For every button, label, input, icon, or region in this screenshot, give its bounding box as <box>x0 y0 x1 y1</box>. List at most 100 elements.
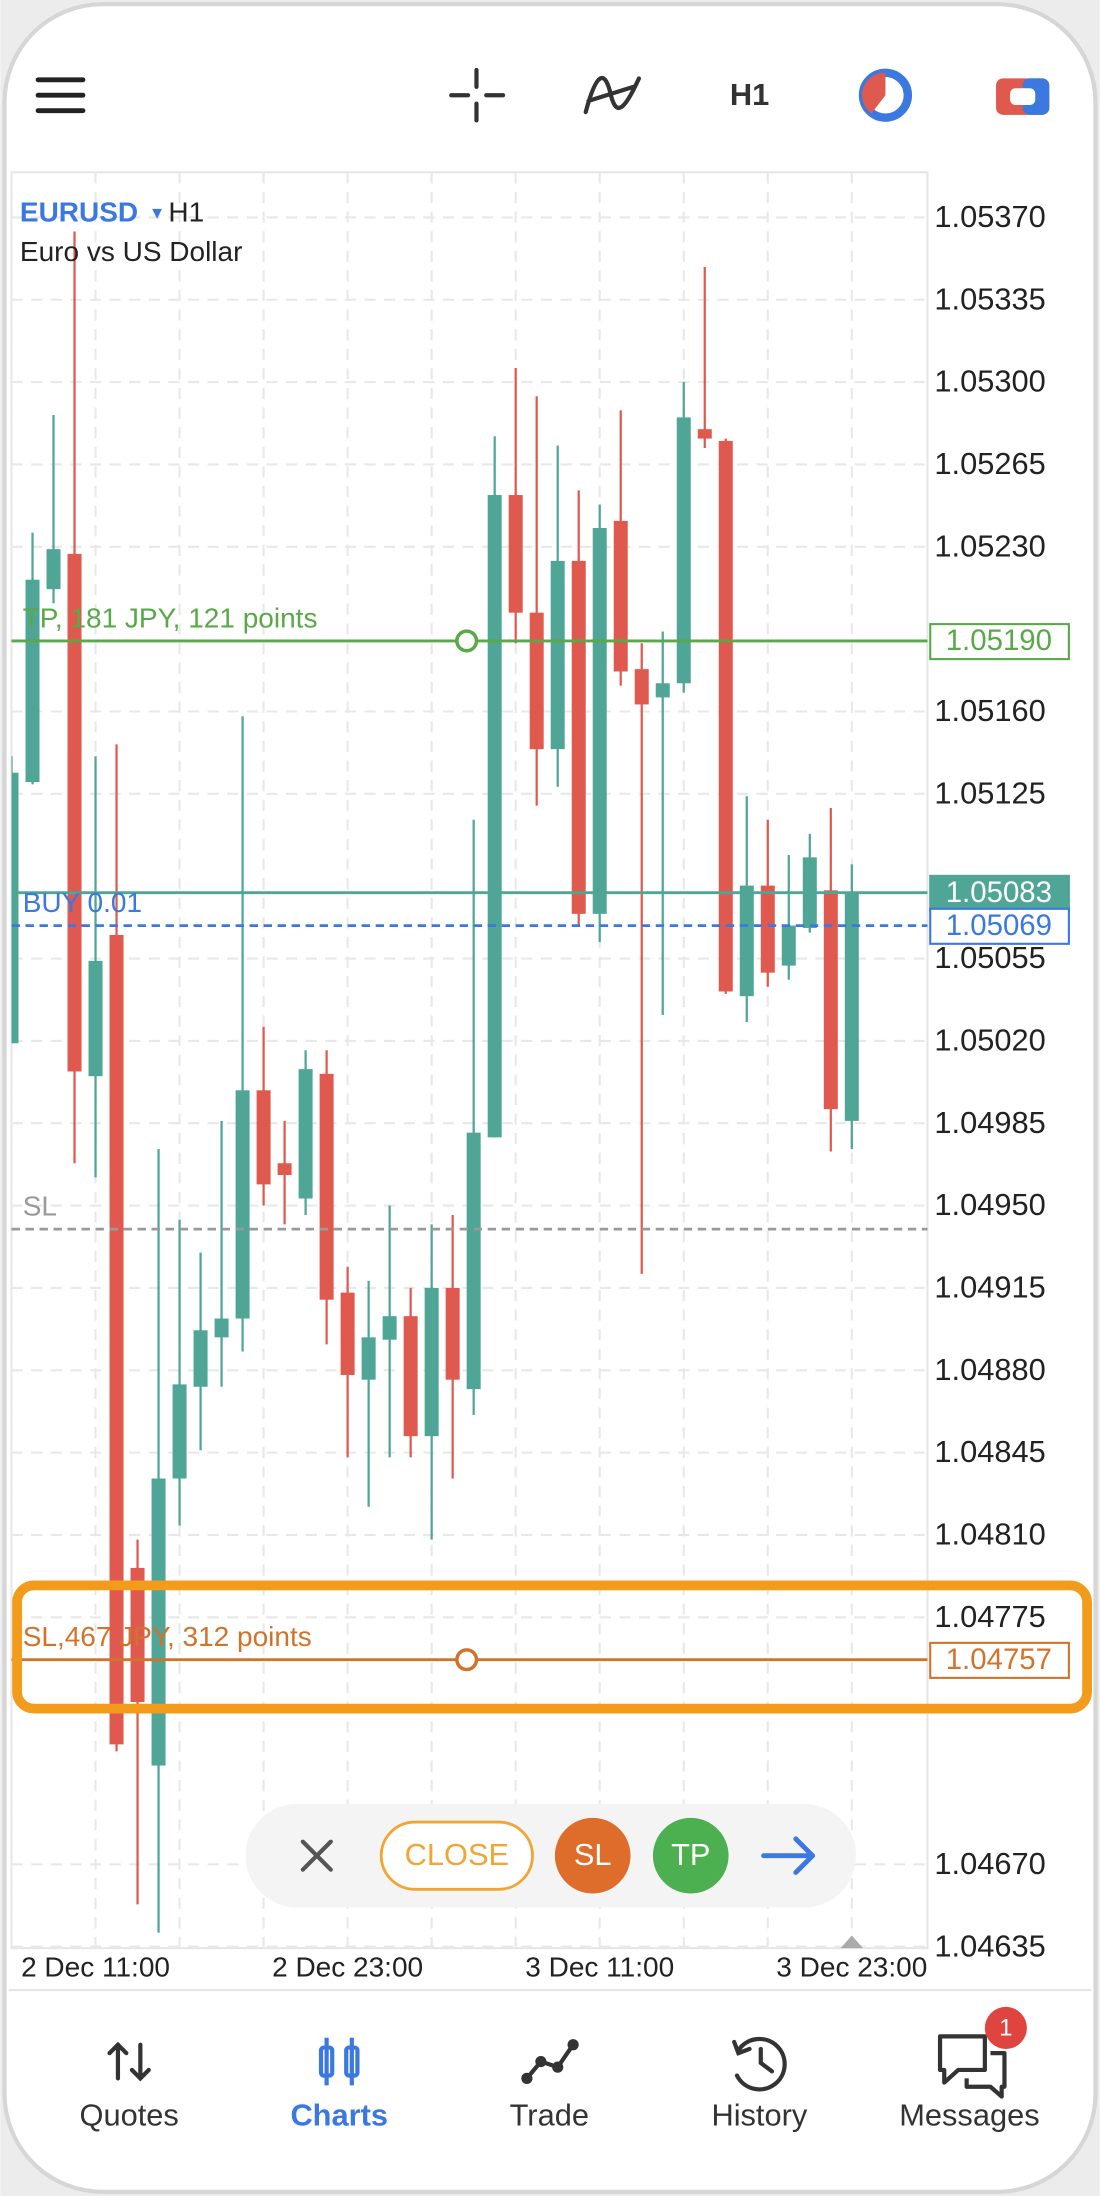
nav-label[interactable]: History <box>711 2098 807 2133</box>
price-box-label: 1.05190 <box>946 624 1052 657</box>
candle-body <box>298 1069 313 1199</box>
price-box-label: 1.05083 <box>946 876 1052 909</box>
y-tick-label: 1.04985 <box>934 1105 1045 1140</box>
candle-body <box>382 1316 397 1340</box>
x-tick-label: 2 Dec 11:00 <box>21 1952 170 1983</box>
y-tick-label: 1.05335 <box>934 281 1045 316</box>
y-tick-label: 1.05125 <box>934 775 1045 810</box>
timeframe-button[interactable]: H1 <box>730 77 769 112</box>
candle-body <box>592 527 607 914</box>
dismiss-button[interactable] <box>300 1839 333 1872</box>
x-tick-label: 3 Dec 11:00 <box>525 1952 674 1983</box>
candle-body <box>403 1316 418 1437</box>
level-label: BUY 0.01 <box>23 887 142 918</box>
crosshair-button[interactable] <box>449 67 506 123</box>
candle-body <box>739 885 754 997</box>
candle-body <box>508 495 523 613</box>
candle-body <box>760 885 775 973</box>
candle-body <box>130 1567 145 1703</box>
candle-body <box>214 1318 229 1338</box>
candle-body <box>172 1384 187 1479</box>
candle-body <box>613 520 628 672</box>
levels: TP, 181 JPY, 121 points 1.05190 1.05083 BUY… <box>11 602 1070 1679</box>
candle-body <box>466 1132 481 1390</box>
y-tick-label: 1.04810 <box>934 1517 1045 1552</box>
nav-label[interactable]: Charts <box>290 2098 388 2133</box>
badge-count: 1 <box>999 2015 1012 2042</box>
time-shift-marker <box>840 1935 864 1949</box>
price-box-label: 1.04757 <box>946 1643 1052 1676</box>
y-tick-label: 1.05020 <box>934 1022 1045 1057</box>
candle-body <box>151 1478 166 1766</box>
chart-type-button[interactable] <box>858 68 913 122</box>
one-click-button[interactable] <box>996 78 1050 115</box>
candle-body <box>11 772 19 1044</box>
nav-label[interactable]: Trade <box>510 2098 589 2133</box>
candle-body <box>781 925 796 966</box>
level-label: TP, 181 JPY, 121 points <box>23 602 318 633</box>
candle-body <box>550 560 565 750</box>
level-handle <box>455 1648 479 1672</box>
indicators-button[interactable] <box>583 75 642 115</box>
y-tick-label: 1.04635 <box>934 1928 1045 1963</box>
candle-body <box>823 890 838 1110</box>
candle-body <box>256 1090 271 1185</box>
candle-body <box>529 612 544 750</box>
quotes-icon <box>107 2041 151 2082</box>
x-tick-label: 2 Dec 23:00 <box>272 1952 423 1983</box>
sl-label: SL <box>574 1837 612 1872</box>
chart-timeframe: H1 <box>168 197 204 228</box>
candle-body <box>277 1163 292 1175</box>
messages-badge <box>984 2006 1027 2049</box>
candle-body <box>676 417 691 684</box>
candle-body <box>424 1287 439 1437</box>
y-tick-label: 1.04915 <box>934 1269 1045 1304</box>
price-box <box>929 907 1070 945</box>
y-tick-label: 1.05370 <box>934 199 1045 234</box>
candle-body <box>487 495 502 1138</box>
highlight-box <box>12 1580 1092 1714</box>
tp-label: TP <box>671 1837 710 1872</box>
y-tick-label: 1.04775 <box>934 1599 1045 1634</box>
level-label: SL <box>23 1191 57 1222</box>
candle-body <box>109 935 124 1745</box>
candle-body <box>193 1330 208 1387</box>
symbol-dropdown[interactable]: ▼ <box>149 204 166 223</box>
sl-button[interactable] <box>554 1817 631 1894</box>
order-bar: CLOSE SL TP <box>245 1803 857 1908</box>
candle-body <box>235 1090 250 1319</box>
y-tick-label: 1.05160 <box>934 693 1045 728</box>
candle-body <box>88 960 103 1077</box>
tp-button[interactable] <box>652 1817 729 1894</box>
candle-body <box>718 440 733 992</box>
history-icon <box>732 2036 787 2092</box>
candle-body <box>445 1287 460 1380</box>
plot-area <box>10 171 929 1950</box>
nav-label[interactable]: Messages <box>899 2098 1039 2133</box>
close-button[interactable] <box>379 1820 534 1891</box>
level-label: SL,467 JPY, 312 points <box>23 1621 312 1652</box>
symbol-description: Euro vs US Dollar <box>20 236 243 267</box>
price-box <box>929 874 1070 912</box>
candle-body <box>697 429 712 439</box>
bottom-nav: 1 Quotes Charts Trade History Messages <box>79 2006 1040 2133</box>
candle-body <box>67 553 82 1072</box>
y-tick-label: 1.05265 <box>934 446 1045 481</box>
symbol[interactable]: EURUSD <box>20 197 138 228</box>
price-axis: 1.05370 1.05335 1.05300 1.05265 1.05230 1.051… <box>934 199 1045 1963</box>
menu-button[interactable] <box>35 77 86 114</box>
next-button[interactable] <box>761 1836 816 1875</box>
candle-body <box>25 579 40 783</box>
y-tick-label: 1.05230 <box>934 528 1045 563</box>
price-box <box>929 1641 1070 1679</box>
y-tick-label: 1.04950 <box>934 1187 1045 1222</box>
y-tick-label: 1.05055 <box>934 940 1045 975</box>
candle-body <box>340 1292 355 1375</box>
candle-body <box>655 683 670 698</box>
toolbar: H1 <box>35 67 1050 123</box>
nav-label[interactable]: Quotes <box>79 2098 178 2133</box>
candle-body <box>319 1073 334 1300</box>
candle-body <box>571 560 586 914</box>
y-tick-label: 1.05300 <box>934 364 1045 399</box>
